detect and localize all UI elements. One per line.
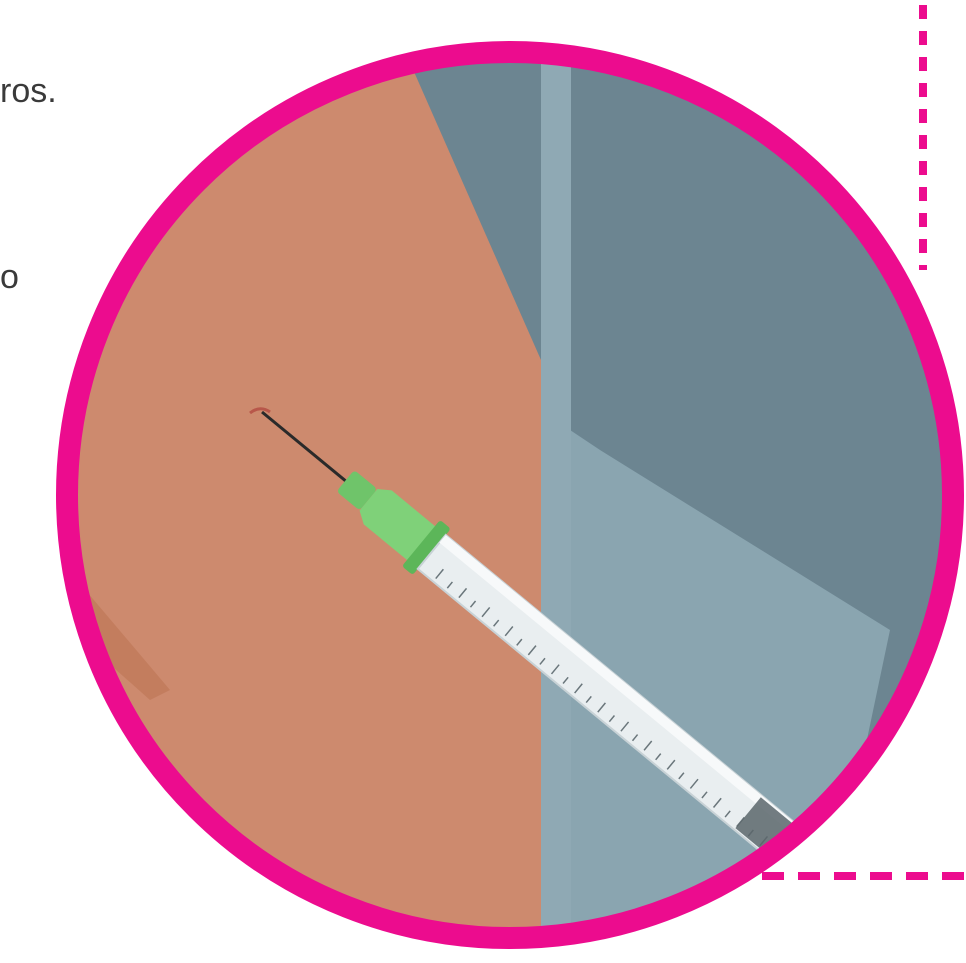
needle [261, 410, 348, 484]
magenta-ring [56, 41, 964, 949]
text-fragment-top: ros. [0, 72, 57, 110]
text-fragment-middle: o [0, 258, 19, 296]
pole [541, 62, 571, 928]
needle-hub [338, 471, 376, 509]
injection-mark [249, 407, 271, 415]
